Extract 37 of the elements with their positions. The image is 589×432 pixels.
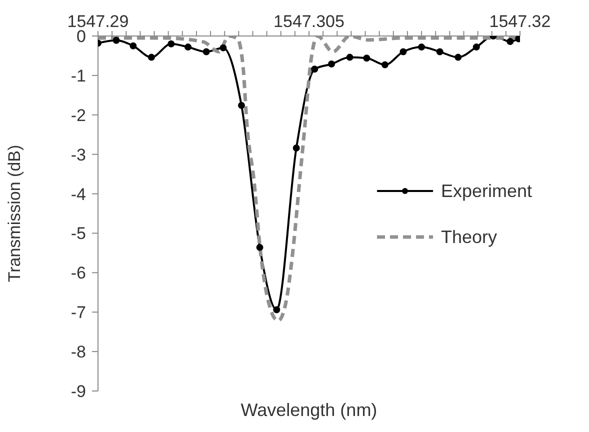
point (112, 36, 120, 44)
x-tick-label: 1547.32 (489, 12, 551, 31)
x-tick-label: 1547.305 (274, 12, 344, 31)
y-tick-label: -2 (70, 106, 86, 125)
point (418, 44, 426, 51)
x-axis-title: Wavelength (nm) (240, 400, 378, 421)
point (184, 44, 192, 51)
point (400, 48, 407, 56)
point (363, 54, 370, 62)
y-tick-label: -7 (70, 303, 86, 322)
y-tick-label: -1 (70, 66, 86, 86)
y-tick-label: -3 (70, 145, 86, 164)
point (381, 61, 388, 68)
y-tick-label: -4 (70, 184, 86, 204)
point (311, 66, 318, 73)
point (436, 48, 444, 56)
point (328, 60, 336, 68)
point (346, 54, 354, 61)
y-tick-label: -8 (70, 342, 86, 362)
point (238, 102, 245, 109)
point (256, 244, 264, 251)
y-tick-label: -6 (70, 264, 86, 283)
point (220, 44, 227, 52)
point (148, 54, 155, 61)
point (292, 144, 300, 152)
point (273, 306, 280, 314)
y-axis-title: Transmission (dB) (5, 144, 24, 282)
point (130, 42, 137, 50)
y-tick-label: -5 (70, 224, 86, 244)
point (168, 40, 175, 48)
legend-label: Theory (441, 226, 498, 248)
legend-label: Experiment (441, 180, 532, 202)
point (454, 54, 462, 61)
point (472, 44, 480, 51)
point (506, 38, 514, 46)
y-tick-label: -9 (70, 382, 86, 401)
point (202, 48, 210, 56)
